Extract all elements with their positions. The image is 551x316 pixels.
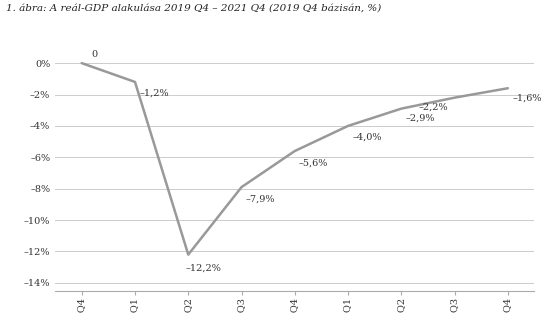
Text: –7,9%: –7,9% [246, 195, 276, 204]
Text: –2,9%: –2,9% [406, 114, 435, 123]
Text: –5,6%: –5,6% [299, 159, 328, 168]
Text: –1,6%: –1,6% [512, 94, 542, 103]
Text: –1,2%: –1,2% [139, 89, 169, 98]
Text: 0: 0 [91, 50, 98, 59]
Text: 1. ábra: A reál-GDP alakulása 2019 Q4 – 2021 Q4 (2019 Q4 bázisán, %): 1. ábra: A reál-GDP alakulása 2019 Q4 – … [6, 3, 381, 12]
Text: –2,2%: –2,2% [419, 103, 448, 112]
Text: –4,0%: –4,0% [352, 133, 382, 142]
Text: –12,2%: –12,2% [186, 264, 222, 273]
